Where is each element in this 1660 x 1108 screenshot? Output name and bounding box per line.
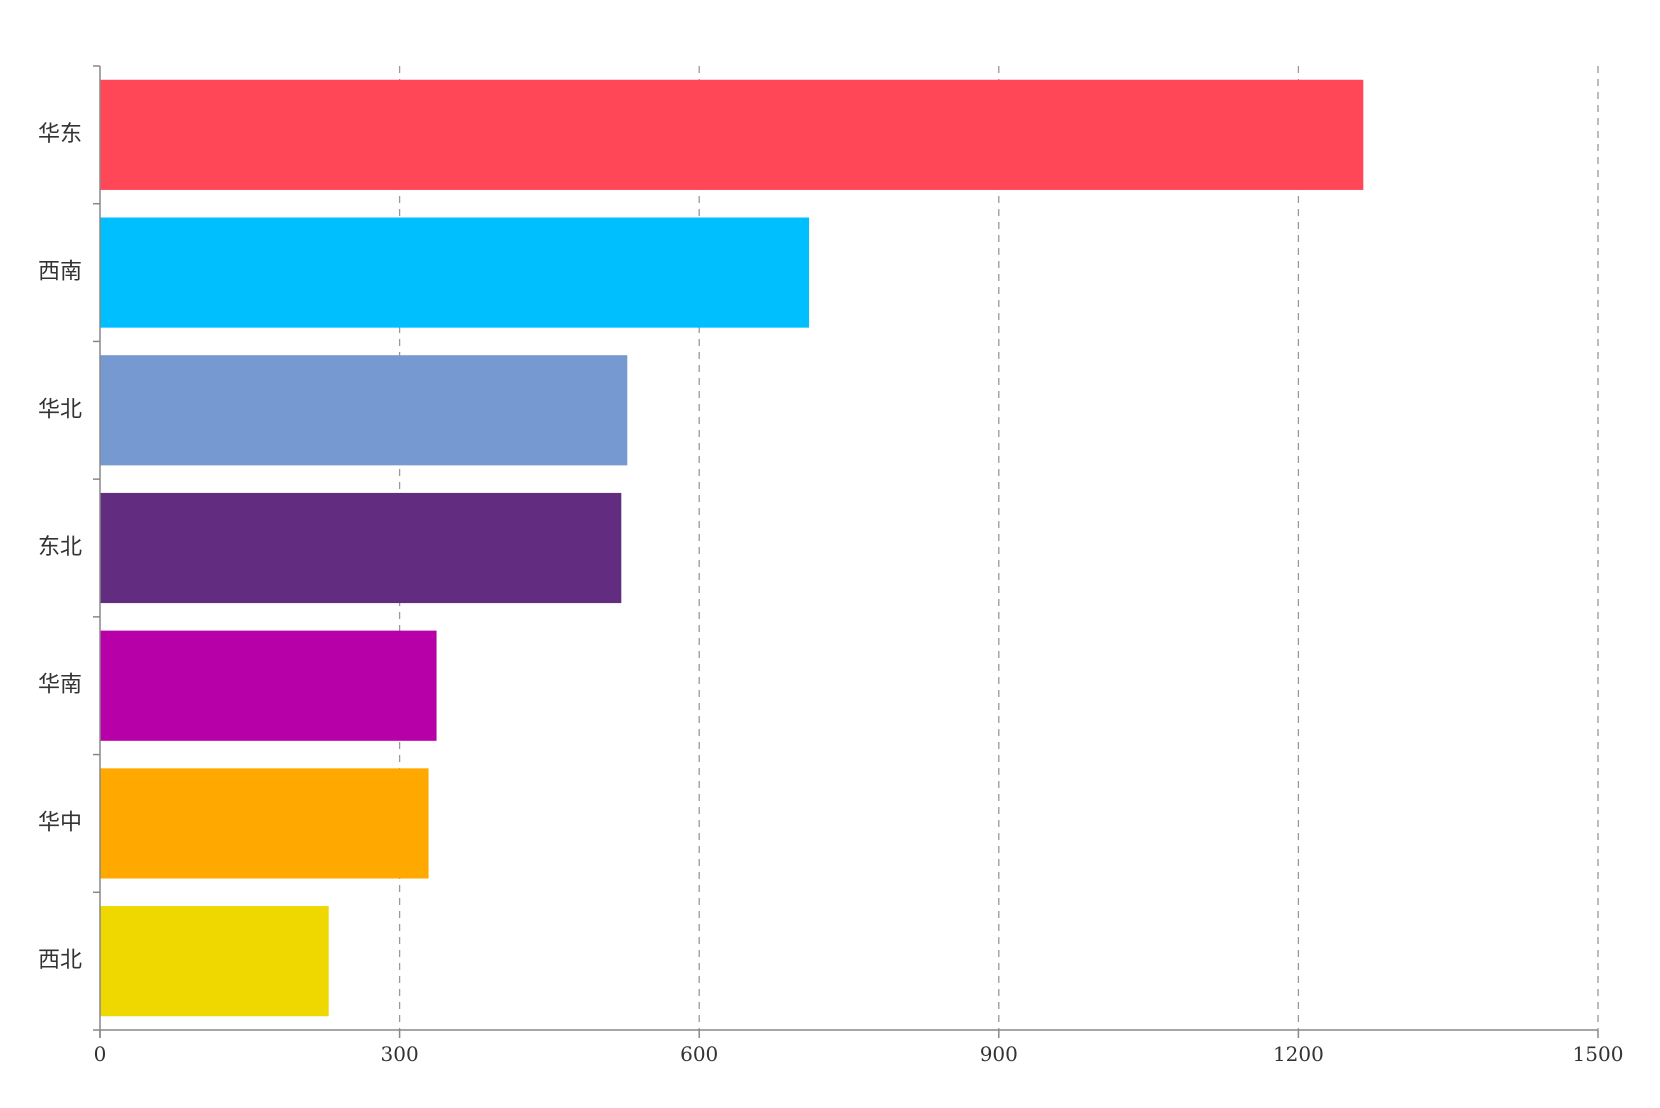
bar-华北 xyxy=(100,355,628,466)
category-label: 华北 xyxy=(38,397,82,422)
bar-西北 xyxy=(100,906,329,1017)
x-tick-label: 0 xyxy=(94,1042,107,1066)
category-label: 华东 xyxy=(38,122,82,147)
x-tick-label: 600 xyxy=(680,1042,718,1066)
bar-华南 xyxy=(100,630,437,741)
category-label: 东北 xyxy=(38,535,82,560)
category-label: 西北 xyxy=(38,948,82,973)
category-label: 西南 xyxy=(38,260,82,285)
category-label: 华中 xyxy=(38,810,82,835)
category-label: 华南 xyxy=(38,673,82,698)
bars xyxy=(100,79,1364,1017)
bar-东北 xyxy=(100,492,622,604)
bar-华中 xyxy=(100,768,429,879)
x-tick-label: 1500 xyxy=(1573,1042,1624,1066)
axes xyxy=(93,65,1599,1038)
x-tick-label: 300 xyxy=(381,1042,419,1066)
bar-华东 xyxy=(100,79,1364,190)
bar-西南 xyxy=(100,217,810,328)
x-tick-label: 1200 xyxy=(1273,1042,1324,1066)
x-tick-label: 900 xyxy=(980,1042,1018,1066)
